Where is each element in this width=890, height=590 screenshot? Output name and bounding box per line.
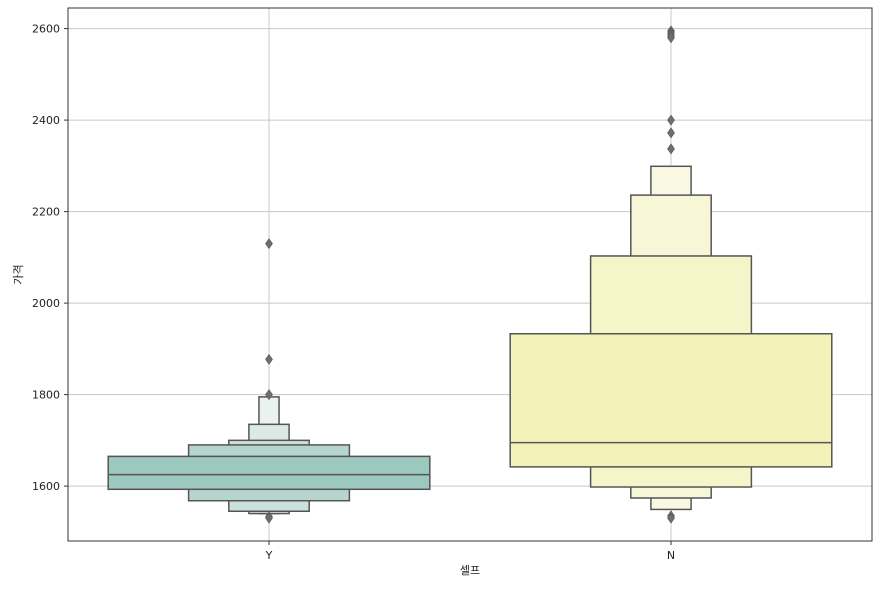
grid-lines: [68, 8, 872, 541]
outlier-point: [265, 353, 273, 365]
outlier-point: [265, 238, 273, 250]
y-axis-label: 가격: [12, 264, 25, 284]
x-tick-label: N: [667, 549, 675, 562]
y-tick-label: 1600: [32, 480, 60, 493]
outlier-point: [265, 512, 273, 524]
outlier-points: [265, 25, 675, 524]
x-axis-label: 셀프: [460, 564, 480, 577]
outlier-point: [667, 512, 675, 524]
outlier-point: [667, 127, 675, 139]
y-tick-label: 2400: [32, 114, 60, 127]
outlier-point: [667, 143, 675, 155]
x-tick-label: Y: [265, 549, 273, 562]
boxen-box: [107, 455, 431, 491]
outlier-point: [265, 389, 273, 401]
outlier-point: [667, 114, 675, 126]
outlier-point: [667, 32, 675, 44]
y-tick-label: 2200: [32, 206, 60, 219]
boxen-plots: [107, 165, 833, 515]
y-tick-label: 1800: [32, 389, 60, 402]
y-tick-label: 2000: [32, 297, 60, 310]
y-tick-label: 2600: [32, 23, 60, 36]
y-axis-ticks: 1600 1800 2000 2200 2400 2600: [32, 23, 68, 493]
plot-frame: [67, 7, 873, 542]
boxen-box: [509, 332, 833, 468]
